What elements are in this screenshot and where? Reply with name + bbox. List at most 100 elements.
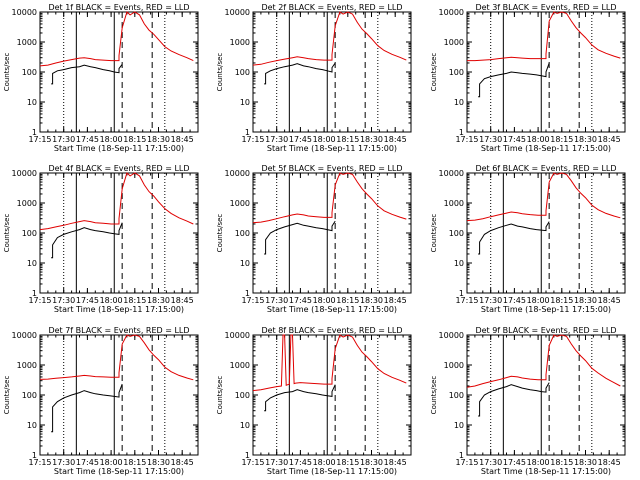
y-axis-label: Counts/sec xyxy=(430,376,438,415)
x-tick-label: 17:30 xyxy=(265,296,288,305)
x-tick-label: 17:30 xyxy=(265,458,288,467)
y-tick-label: 100 xyxy=(22,391,37,400)
series-line-lld xyxy=(40,11,194,67)
x-tick-label: 18:00 xyxy=(100,135,123,144)
x-tick-label: 18:15 xyxy=(336,296,359,305)
x-tick-label: 18:45 xyxy=(598,296,621,305)
y-tick-label: 1000 xyxy=(17,199,37,208)
x-tick-label: 17:30 xyxy=(52,458,75,467)
x-tick-label: 18:00 xyxy=(313,458,336,467)
x-tick-label: 17:15 xyxy=(455,296,478,305)
x-tick-label: 18:30 xyxy=(147,458,170,467)
series-line-events xyxy=(51,383,123,433)
x-tick-label: 17:45 xyxy=(289,296,312,305)
x-tick-label: 18:30 xyxy=(147,296,170,305)
series-line-events xyxy=(478,382,550,417)
chart-panel-4: 1 10 100 1000 10000 17:15 17:30 17:45 18:00 18:15… xyxy=(3,164,199,314)
chart-panel-5: 1 10 100 1000 10000 17:15 17:30 17:45 18:00 18:15… xyxy=(216,164,412,314)
y-axis-label: Counts/sec xyxy=(3,376,11,415)
y-tick-label: 10000 xyxy=(12,331,37,340)
x-axis-label: Start Time (18-Sep-11 17:15:00) xyxy=(481,467,611,476)
chart-title: Det 5f BLACK = Events, RED = LLD xyxy=(261,164,402,173)
x-tick-label: 17:15 xyxy=(28,296,51,305)
y-tick-label: 10000 xyxy=(12,169,37,178)
x-tick-label: 18:45 xyxy=(384,458,407,467)
y-tick-label: 100 xyxy=(235,68,250,77)
x-tick-label: 18:00 xyxy=(313,296,336,305)
x-axis-label: Start Time (18-Sep-11 17:15:00) xyxy=(267,305,397,314)
x-tick-label: 18:00 xyxy=(100,296,123,305)
series-group xyxy=(467,11,621,98)
x-tick-label: 17:45 xyxy=(76,458,99,467)
series-line-lld xyxy=(467,334,621,388)
x-tick-label: 17:30 xyxy=(479,135,502,144)
y-axis-label: Counts/sec xyxy=(3,214,11,253)
y-tick-label: 1000 xyxy=(444,38,464,47)
y-tick-label: 10 xyxy=(240,98,250,107)
x-tick-label: 18:00 xyxy=(313,135,336,144)
y-tick-label: 1 xyxy=(32,451,37,460)
y-tick-label: 1 xyxy=(459,128,464,137)
y-tick-label: 100 xyxy=(235,229,250,238)
x-tick-label: 17:45 xyxy=(289,458,312,467)
y-tick-label: 100 xyxy=(22,68,37,77)
y-tick-label: 10 xyxy=(27,259,37,268)
chart-title: Det 1f BLACK = Events, RED = LLD xyxy=(48,3,189,12)
y-tick-label: 1000 xyxy=(444,199,464,208)
y-tick-label: 1000 xyxy=(444,361,464,370)
chart-panel-1: 1 10 100 1000 10000 17:15 17:30 17:45 18:00 18:15… xyxy=(3,3,199,153)
series-line-lld xyxy=(253,11,407,66)
x-axis-label: Start Time (18-Sep-11 17:15:00) xyxy=(54,467,184,476)
x-tick-label: 17:15 xyxy=(241,296,264,305)
x-tick-label: 17:30 xyxy=(479,296,502,305)
x-tick-label: 17:45 xyxy=(76,135,99,144)
series-line-lld xyxy=(253,172,407,224)
series-group xyxy=(253,334,407,412)
x-tick-label: 18:00 xyxy=(527,296,550,305)
series-group xyxy=(467,334,621,417)
x-tick-label: 18:15 xyxy=(123,296,146,305)
x-tick-label: 18:30 xyxy=(147,135,170,144)
y-tick-label: 10000 xyxy=(225,169,250,178)
series-line-events xyxy=(51,64,123,85)
x-tick-label: 17:45 xyxy=(503,296,526,305)
y-axis-label: Counts/sec xyxy=(216,53,224,92)
y-tick-label: 1 xyxy=(245,289,250,298)
x-tick-label: 17:15 xyxy=(455,458,478,467)
y-tick-label: 1 xyxy=(245,451,250,460)
x-tick-label: 18:15 xyxy=(336,458,359,467)
chart-title: Det 4f BLACK = Events, RED = LLD xyxy=(48,164,189,173)
chart-title: Det 8f BLACK = Events, RED = LLD xyxy=(261,326,402,335)
y-tick-label: 10000 xyxy=(225,8,250,17)
x-tick-label: 18:15 xyxy=(123,135,146,144)
y-tick-label: 100 xyxy=(22,229,37,238)
x-tick-label: 18:45 xyxy=(171,135,194,144)
x-tick-label: 17:30 xyxy=(479,458,502,467)
x-tick-label: 18:00 xyxy=(100,458,123,467)
chart-title: Det 7f BLACK = Events, RED = LLD xyxy=(48,326,189,335)
chart-title: Det 9f BLACK = Events, RED = LLD xyxy=(475,326,616,335)
series-line-lld xyxy=(40,172,194,231)
y-tick-label: 1000 xyxy=(230,38,250,47)
chart-panel-8: 1 10 100 1000 10000 17:15 17:30 17:45 18:00 18:15… xyxy=(216,326,412,476)
x-axis-label: Start Time (18-Sep-11 17:15:00) xyxy=(267,467,397,476)
x-axis-label: Start Time (18-Sep-11 17:15:00) xyxy=(54,305,184,314)
x-tick-label: 17:45 xyxy=(503,458,526,467)
y-axis-label: Counts/sec xyxy=(216,214,224,253)
x-tick-label: 18:15 xyxy=(336,135,359,144)
y-axis-label: Counts/sec xyxy=(216,376,224,415)
y-tick-label: 1 xyxy=(459,289,464,298)
x-tick-label: 18:45 xyxy=(171,458,194,467)
y-tick-label: 10000 xyxy=(225,331,250,340)
x-axis-label: Start Time (18-Sep-11 17:15:00) xyxy=(481,305,611,314)
x-tick-label: 18:30 xyxy=(360,296,383,305)
chart-title: Det 6f BLACK = Events, RED = LLD xyxy=(475,164,616,173)
y-tick-label: 1 xyxy=(32,289,37,298)
chart-panel-9: 1 10 100 1000 10000 17:15 17:30 17:45 18:00 18:15… xyxy=(430,326,626,476)
x-tick-label: 17:15 xyxy=(28,458,51,467)
x-tick-label: 18:15 xyxy=(550,135,573,144)
y-tick-label: 100 xyxy=(449,391,464,400)
series-line-events xyxy=(478,62,550,98)
y-tick-label: 1000 xyxy=(230,199,250,208)
